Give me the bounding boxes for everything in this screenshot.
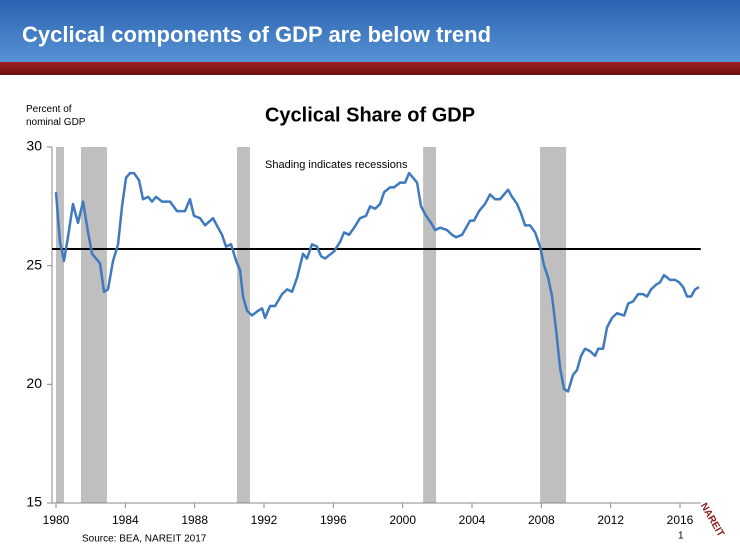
- y-tick-label: 20: [26, 375, 42, 391]
- slide-title: Cyclical components of GDP are below tre…: [22, 22, 492, 47]
- recession: [540, 147, 567, 503]
- x-tick-label: 1980: [43, 513, 70, 527]
- y-tick-label: 15: [26, 494, 42, 510]
- x-tick-label: 2012: [597, 513, 624, 527]
- x-tick-label: 1992: [251, 513, 278, 527]
- y-tick-label: 25: [26, 256, 42, 272]
- y-axis-label: Percent of nominal GDP: [26, 104, 86, 128]
- page-number: 1: [678, 531, 684, 542]
- y-tick-label: 30: [26, 138, 42, 154]
- logo: NAREIT: [698, 501, 726, 539]
- chart-title: Cyclical Share of GDP: [265, 104, 475, 126]
- x-tick-label: 2016: [667, 513, 694, 527]
- x-tick-label: 1996: [320, 513, 347, 527]
- x-tick-label: 2000: [389, 513, 416, 527]
- x-tick-label: 1984: [112, 513, 139, 527]
- series-line: [54, 171, 700, 393]
- source: Source: BEA, NAREIT 2017: [82, 534, 207, 545]
- x-tick-label: 1988: [181, 513, 208, 527]
- annotation: Shading indicates recessions: [265, 159, 408, 171]
- x-tick-label: 2004: [459, 513, 486, 527]
- x-tick-label: 2008: [528, 513, 555, 527]
- recession: [56, 147, 64, 503]
- stripe: [0, 62, 740, 75]
- recession: [423, 147, 437, 503]
- recession: [236, 147, 250, 503]
- header: Cyclical components of GDP are below tre…: [0, 0, 740, 62]
- recession: [80, 147, 107, 503]
